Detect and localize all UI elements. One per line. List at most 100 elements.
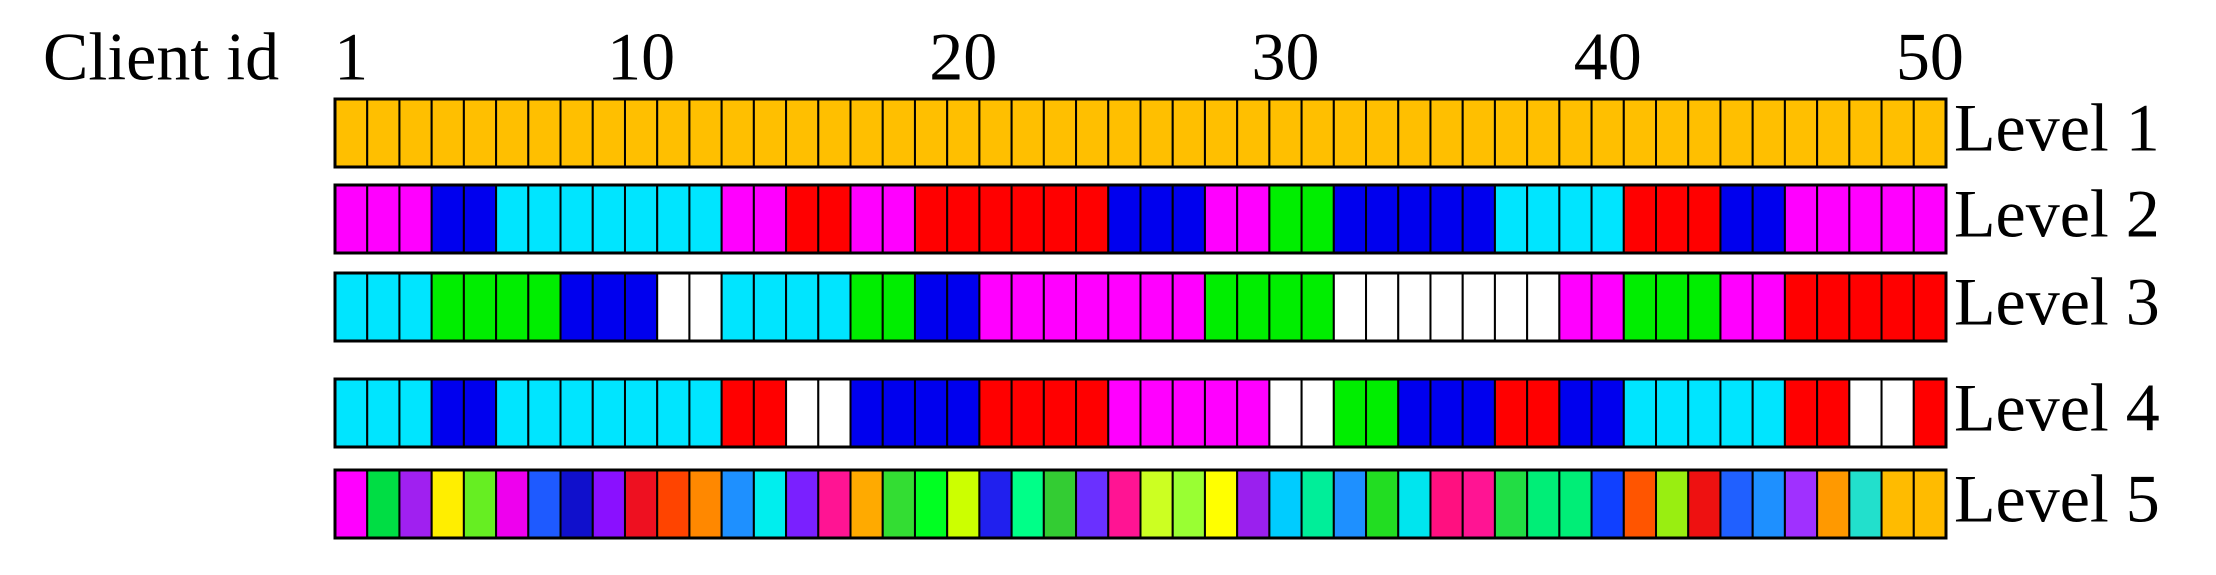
client-cell bbox=[1461, 378, 1496, 448]
level-border bbox=[333, 97, 1948, 169]
client-cell bbox=[752, 184, 788, 254]
client-cell bbox=[913, 98, 949, 168]
client-cell bbox=[1139, 378, 1174, 448]
client-cell bbox=[1526, 272, 1561, 342]
client-cell bbox=[1203, 98, 1239, 168]
client-cell bbox=[1751, 98, 1786, 168]
level-label: Level 3 bbox=[1954, 264, 2160, 340]
client-cell bbox=[1880, 272, 1915, 342]
client-cell bbox=[1300, 98, 1335, 168]
level-border bbox=[333, 377, 1948, 449]
client-cell bbox=[1783, 272, 1819, 342]
client-cell bbox=[462, 469, 498, 539]
client-cell bbox=[1816, 184, 1851, 254]
client-cell bbox=[1880, 98, 1915, 168]
client-cell bbox=[1816, 98, 1851, 168]
client-cell bbox=[430, 98, 465, 168]
client-cell bbox=[1912, 98, 1948, 168]
level-label: Level 1 bbox=[1954, 90, 2160, 166]
client-cell bbox=[1203, 469, 1239, 539]
client-cell bbox=[1107, 98, 1142, 168]
client-cell bbox=[1526, 469, 1561, 539]
level-border bbox=[333, 271, 1948, 343]
client-cell bbox=[752, 378, 788, 448]
level-label: Level 5 bbox=[1954, 461, 2160, 537]
client-cell bbox=[946, 378, 981, 448]
client-cell bbox=[462, 272, 498, 342]
client-cell bbox=[559, 378, 594, 448]
client-cell bbox=[946, 469, 981, 539]
client-cell bbox=[1461, 98, 1496, 168]
client-cell bbox=[1848, 378, 1883, 448]
client-cell bbox=[1558, 98, 1593, 168]
client-cell bbox=[1880, 469, 1915, 539]
client-cell bbox=[1268, 378, 1303, 448]
client-cell bbox=[1429, 378, 1464, 448]
client-cell bbox=[398, 469, 433, 539]
client-cell bbox=[1558, 184, 1593, 254]
client-cell bbox=[1687, 378, 1722, 448]
client-cell bbox=[817, 272, 852, 342]
client-cell bbox=[849, 378, 884, 448]
client-cell bbox=[1171, 98, 1206, 168]
client-cell bbox=[817, 184, 852, 254]
client-cell bbox=[527, 469, 562, 539]
client-cell bbox=[752, 469, 788, 539]
client-cell bbox=[881, 184, 916, 254]
client-cell bbox=[785, 272, 820, 342]
level-border bbox=[333, 183, 1948, 255]
client-cell bbox=[1332, 469, 1368, 539]
client-cell bbox=[1848, 272, 1883, 342]
client-cell bbox=[1010, 378, 1045, 448]
level-label: Level 2 bbox=[1954, 176, 2160, 252]
client-cell bbox=[1397, 469, 1432, 539]
client-cell bbox=[1203, 184, 1239, 254]
client-cell bbox=[334, 272, 369, 342]
client-cell bbox=[1493, 378, 1529, 448]
client-cell bbox=[559, 272, 594, 342]
client-cell bbox=[366, 272, 401, 342]
client-cell bbox=[1236, 378, 1271, 448]
client-cell bbox=[1493, 98, 1529, 168]
client-cell bbox=[527, 184, 562, 254]
client-cell bbox=[1622, 378, 1658, 448]
client-cell bbox=[1429, 98, 1464, 168]
client-cell bbox=[1268, 272, 1303, 342]
client-cell bbox=[1203, 378, 1239, 448]
client-cell bbox=[398, 184, 433, 254]
client-cell bbox=[1332, 184, 1368, 254]
client-cell bbox=[1042, 378, 1078, 448]
client-cell bbox=[623, 184, 659, 254]
client-cell bbox=[1848, 98, 1883, 168]
client-cell bbox=[978, 184, 1013, 254]
client-cell bbox=[1622, 184, 1658, 254]
client-cell bbox=[1268, 469, 1303, 539]
client-cell bbox=[785, 98, 820, 168]
client-cell bbox=[1397, 98, 1432, 168]
client-cell bbox=[946, 272, 981, 342]
client-cell bbox=[366, 469, 401, 539]
client-cell bbox=[1816, 469, 1851, 539]
client-cell bbox=[1783, 469, 1819, 539]
client-cell bbox=[1332, 272, 1368, 342]
client-cell bbox=[978, 272, 1013, 342]
client-cell bbox=[1139, 98, 1174, 168]
client-cell bbox=[1139, 184, 1174, 254]
client-cell bbox=[1300, 469, 1335, 539]
client-cell bbox=[1558, 469, 1593, 539]
level-label: Level 4 bbox=[1954, 370, 2160, 446]
client-cell bbox=[1655, 378, 1690, 448]
client-cell bbox=[1526, 98, 1561, 168]
client-cell bbox=[334, 469, 369, 539]
client-cell bbox=[1042, 184, 1078, 254]
client-cell bbox=[1042, 272, 1078, 342]
client-cell bbox=[817, 378, 852, 448]
client-cell bbox=[527, 378, 562, 448]
client-cell bbox=[913, 469, 949, 539]
client-cell bbox=[1332, 378, 1368, 448]
client-cell bbox=[1075, 378, 1110, 448]
client-cell bbox=[495, 469, 530, 539]
client-cell bbox=[591, 184, 626, 254]
client-id-tick: 50 bbox=[1896, 19, 1964, 95]
client-cell bbox=[495, 378, 530, 448]
